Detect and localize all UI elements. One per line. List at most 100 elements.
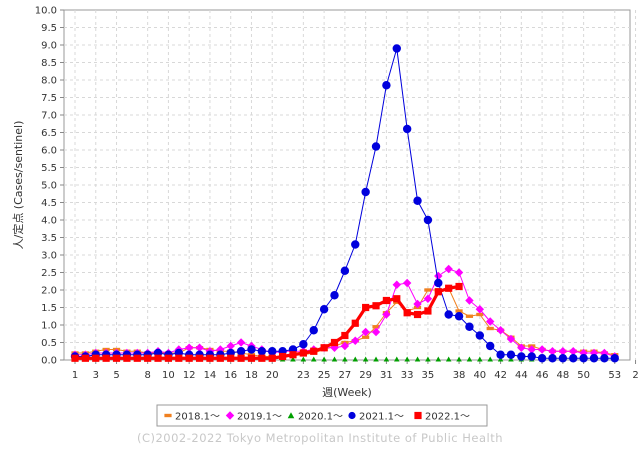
data-point <box>92 354 100 362</box>
data-point <box>548 354 557 363</box>
data-point <box>569 347 578 356</box>
x-tick-label: 53 <box>608 370 621 381</box>
legend-label: 2021.1～ <box>359 412 404 423</box>
data-point <box>144 354 152 362</box>
x-tick-label: 2 <box>632 370 638 381</box>
data-point <box>290 356 296 362</box>
data-point <box>340 341 350 351</box>
y-tick-label: 8.0 <box>41 76 57 87</box>
data-point <box>477 356 483 362</box>
data-point <box>342 356 348 362</box>
data-point <box>444 310 453 319</box>
data-point <box>71 354 79 362</box>
x-tick-label: 42 <box>494 370 507 381</box>
data-point <box>527 345 536 354</box>
data-point <box>435 356 442 362</box>
data-point <box>372 302 380 310</box>
data-point <box>321 356 327 362</box>
data-point <box>362 335 370 339</box>
x-tick-label: 40 <box>473 370 486 381</box>
data-point <box>392 280 401 289</box>
data-point <box>517 352 526 361</box>
data-point <box>361 187 370 197</box>
data-point <box>497 356 504 362</box>
data-point <box>424 307 432 315</box>
data-point <box>310 356 317 362</box>
x-tick-label: 14 <box>204 370 217 381</box>
y-tick-label: 8.5 <box>41 58 57 69</box>
data-point <box>195 343 204 352</box>
legend-box <box>156 404 488 427</box>
y-tick-label: 2.5 <box>41 268 57 279</box>
data-point <box>352 356 359 362</box>
data-point <box>508 356 514 362</box>
data-point <box>600 354 609 363</box>
data-point <box>341 331 349 340</box>
data-point <box>268 354 276 362</box>
data-point <box>404 356 410 362</box>
x-tick-label: 25 <box>318 370 331 381</box>
y-tick-label: 7.5 <box>41 93 57 104</box>
y-tick-label: 5.5 <box>41 163 57 174</box>
data-point <box>123 354 131 362</box>
data-point <box>300 356 307 362</box>
data-point <box>330 291 339 300</box>
data-point <box>185 354 193 362</box>
legend: 2018.1～ 2019.1～ 2020.1～ 2021.1～ 2022.1～ <box>164 411 470 423</box>
legend-item: 2022.1～ <box>414 412 470 423</box>
data-point <box>569 354 578 363</box>
x-tick-label: 1 <box>72 370 78 381</box>
data-point <box>279 352 287 361</box>
x-tick-label: 12 <box>183 370 196 381</box>
data-point <box>558 354 568 363</box>
data-point <box>351 240 360 249</box>
data-point <box>558 347 568 356</box>
data-point <box>216 354 224 362</box>
data-point <box>382 81 391 90</box>
data-point <box>258 354 266 362</box>
data-point <box>247 354 256 362</box>
data-point <box>465 296 474 305</box>
data-point <box>340 266 350 275</box>
data-point <box>465 314 474 318</box>
data-point <box>362 356 369 362</box>
y-tick-label: 9.5 <box>41 23 57 34</box>
data-point <box>382 310 391 319</box>
data-point <box>247 345 256 354</box>
x-tick-label: 46 <box>536 370 549 381</box>
data-point <box>227 354 235 362</box>
data-point <box>455 282 463 291</box>
y-tick-label: 6.5 <box>41 128 57 139</box>
copyright-footer: (C)2002-2022 Tokyo Metropolitan Institut… <box>137 431 503 445</box>
data-point <box>475 305 485 314</box>
data-point <box>382 296 390 305</box>
legend-label: 2020.1～ <box>298 412 343 423</box>
data-point <box>403 309 411 317</box>
data-point <box>424 288 432 292</box>
y-tick-label: 4.5 <box>41 198 57 209</box>
data-point <box>527 352 536 361</box>
data-point <box>517 343 526 352</box>
y-tick-label: 6.0 <box>41 146 57 157</box>
data-point <box>413 196 422 205</box>
data-point <box>164 354 173 362</box>
data-point <box>299 340 308 349</box>
y-tick-label: 0.5 <box>41 338 57 349</box>
y-tick-label: 3.5 <box>41 233 57 244</box>
data-point <box>444 264 453 274</box>
data-point <box>226 341 235 351</box>
legend-item: 2021.1～ <box>348 412 404 423</box>
data-point <box>476 312 484 317</box>
y-tick-label: 0.0 <box>41 356 57 367</box>
data-point <box>496 326 505 335</box>
legend-marker <box>225 411 235 420</box>
y-tick-label: 3.0 <box>41 251 57 262</box>
data-point <box>236 338 246 347</box>
data-point <box>351 319 359 327</box>
data-point <box>486 326 494 331</box>
data-point <box>102 354 110 362</box>
y-tick-label: 2.0 <box>41 286 57 297</box>
legend-marker <box>287 412 295 419</box>
data-point <box>506 350 516 359</box>
